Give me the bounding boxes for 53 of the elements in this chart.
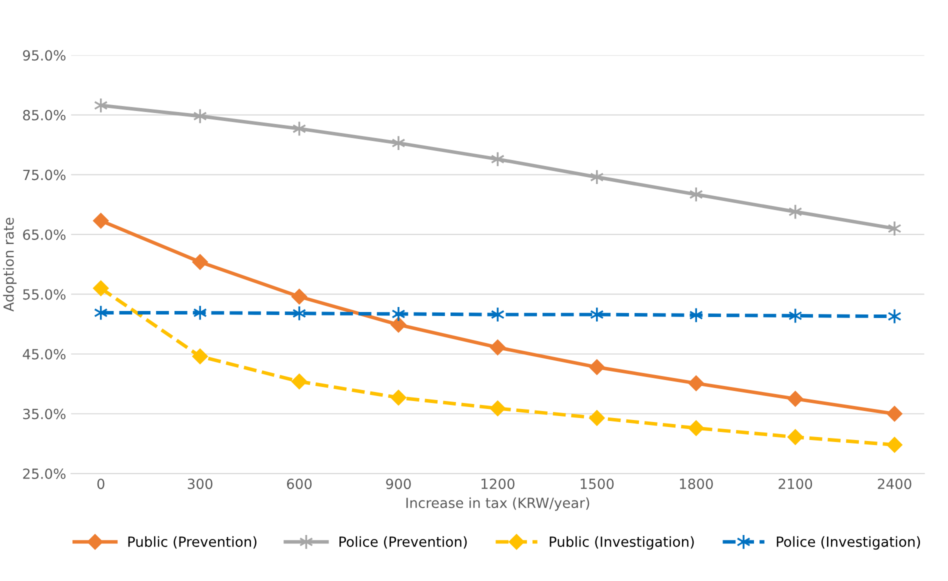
- point: [788, 391, 804, 407]
- point: [193, 304, 207, 321]
- point: [192, 254, 208, 270]
- x-tick-label: 1200: [482, 478, 514, 490]
- point: [490, 340, 506, 356]
- point: [390, 390, 406, 406]
- point: [192, 348, 208, 364]
- point: [93, 212, 109, 229]
- y-tick-label: 45.0%: [22, 348, 66, 360]
- point: [886, 437, 902, 453]
- y-tick-label: 35.0%: [23, 408, 66, 420]
- point: [788, 429, 804, 445]
- legend-label: Police (Prevention): [340, 536, 467, 549]
- point: [490, 400, 506, 416]
- y-tick-label: 85.0%: [23, 110, 66, 120]
- x-tick-label: 600: [286, 478, 312, 490]
- y-tick-label: 95.0%: [22, 50, 66, 61]
- legend-label: Public (Investigation): [550, 536, 694, 550]
- point: [590, 306, 604, 322]
- point: [392, 306, 406, 322]
- point: [94, 304, 108, 321]
- point: [590, 169, 604, 185]
- legend-label: Public (Prevention): [128, 536, 256, 549]
- point: [589, 410, 605, 426]
- point: [392, 135, 406, 151]
- point: [688, 376, 704, 392]
- point: [589, 359, 605, 375]
- y-tick-label: 25.0%: [23, 468, 66, 479]
- x-tick-label: 2400: [878, 478, 912, 490]
- point: [886, 406, 902, 422]
- y-axis-title: Adoption rate: [3, 218, 17, 312]
- point: [390, 316, 406, 332]
- y-tick-label: 75.0%: [23, 170, 66, 180]
- x-tick-label: 300: [188, 478, 212, 490]
- y-tick-label: 55.0%: [23, 289, 66, 300]
- x-tick-label: 1800: [680, 478, 713, 490]
- point: [292, 288, 308, 304]
- point: [689, 307, 704, 323]
- legend-label: Police (Investigation): [776, 536, 920, 550]
- x-tick-label: 2100: [778, 478, 812, 490]
- x-tick-label: 0: [97, 478, 104, 490]
- x-axis-title: Increase in tax (KRW/year): [406, 497, 590, 511]
- point: [688, 420, 704, 436]
- point: [888, 220, 902, 236]
- point: [193, 108, 207, 124]
- y-tick-label: 65.0%: [23, 229, 66, 240]
- x-tick-label: 900: [386, 478, 411, 490]
- point: [689, 186, 704, 202]
- point: [292, 374, 308, 390]
- point: [94, 98, 108, 114]
- point: [888, 308, 902, 324]
- point: [93, 280, 109, 296]
- x-tick-label: 1500: [580, 478, 614, 490]
